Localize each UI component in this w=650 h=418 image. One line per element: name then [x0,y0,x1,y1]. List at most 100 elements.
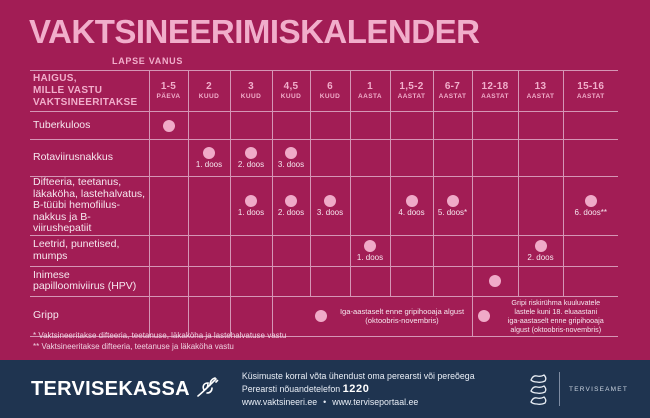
empty-cell [517,176,564,236]
empty-cell [309,139,351,177]
footnote-2: ** Vaktsineeritakse difteeria, teetanuse… [33,342,234,351]
empty-cell [389,111,434,140]
empty-cell [432,139,473,177]
table-row: Difteeria, teetanus, läkaköha, lastehalva… [30,176,618,236]
dose-label: 1. doos [237,207,265,217]
empty-cell [471,139,519,177]
empty-cell [349,111,391,140]
dose-dot [314,310,327,322]
footnotes: * Vaktsineeritakse difteeria, teetanuse,… [33,330,286,352]
flu-note-cell: Iga-aastaselt enne gripihooaja algust (ok… [271,295,473,337]
disease-name: Tuberkuloos [30,111,150,140]
age-column-header: 12-18 AASTAT [471,70,519,112]
empty-cell [349,139,391,177]
dose-dot [203,147,215,159]
age-axis-label: LAPSE VANUS [112,56,184,66]
empty-cell [517,111,564,140]
age-column-header: 1,5-2 AASTAT [389,70,434,112]
dose-label: 6. doos** [574,207,607,217]
dose-label: 4. doos [398,207,425,217]
link-terviseportaal: www.terviseportaal.ee [332,396,419,407]
dose-dot [364,239,376,252]
dose-dot [534,239,547,252]
empty-cell [148,265,189,297]
empty-cell [389,234,434,267]
vaccine-dose-cell: 1. doos [187,139,231,177]
empty-cell [309,111,351,140]
empty-cell [148,176,189,236]
vaccine-dose-cell: 1. doos [229,176,273,236]
footer-divider [559,372,561,406]
age-column-header: 1 AASTA [349,70,391,112]
flu-note-text: Gripi riskirühma kuuluvatele lastele kuni… [507,298,604,334]
dose-dot [245,147,257,159]
empty-cell [471,176,519,236]
empty-cell [271,234,311,267]
empty-cell [187,111,231,140]
tervisekassa-wordmark: TERVISEKASSA [31,377,190,400]
vaccine-dose-cell: 2. doos [229,139,273,177]
vaccine-dose-cell [148,111,189,140]
disease-name: Rotaviirusnakkus [30,139,150,177]
empty-cell [349,265,391,297]
vaccine-dose-cell: 3. doos [309,176,351,236]
page-title: VAKTSINEERIMISKALENDER [29,13,480,50]
vaccine-dose-cell: 6. doos** [562,176,618,236]
dose-dot [489,275,501,287]
empty-cell [309,234,351,267]
calendar-table: HAIGUS, MILLE VASTU VAKTSINEERITAKSE 1-5 PÄE… [30,70,618,337]
dose-label: 2. doos [277,207,305,217]
empty-cell [432,265,473,297]
dose-label: 2. doos [237,160,265,169]
age-column-header: 4,5 KUUD [271,70,311,112]
dose-label: 3. doos [316,207,344,217]
empty-cell [187,176,231,236]
empty-cell [309,265,351,297]
empty-cell [349,176,391,236]
age-column-header: 3 KUUD [229,70,273,112]
disease-name: Inimese papilloomiviirus (HPV) [30,265,150,297]
empty-cell [562,139,618,177]
phone-label: Perearsti nõuandetelefon [241,383,341,394]
empty-cell [432,111,473,140]
empty-cell [187,265,231,297]
link-separator-dot: • [323,396,327,407]
empty-cell [389,265,434,297]
disease-column-header: HAIGUS, MILLE VASTU VAKTSINEERITAKSE [30,70,150,112]
terviseamet-label: TERVISEAMET [569,385,628,393]
disease-name: Gripp [30,295,150,337]
empty-cell [229,234,273,267]
age-column-header: 1-5 PÄEVA [148,70,189,112]
dose-dot [584,194,597,207]
contact-line: Küsimuste korral võta ühendust oma perea… [241,370,475,381]
empty-cell [271,111,311,140]
empty-cell [517,139,564,177]
disease-name: Leetrid, punetised, mumps [30,234,150,267]
dose-dot [245,194,257,207]
flu-note-text: Iga-aastaselt enne gripihooaja algust (ok… [339,306,465,326]
dose-dot [285,194,297,207]
footnote-1: * Vaktsineeritakse difteeria, teetanuse,… [33,331,287,340]
phone-number: 1220 [342,382,370,395]
empty-cell [562,111,618,140]
empty-cell [148,139,189,177]
table-row: Leetrid, punetised, mumps 1. doos 2. doos [30,234,618,267]
vaccine-dose-cell: 2. doos [271,176,311,236]
empty-cell [432,234,473,267]
age-column-header: 2 KUUD [187,70,231,112]
empty-cell [517,265,564,297]
empty-cell [187,295,231,337]
age-column-header: 6 KUUD [309,70,351,112]
age-column-header: 6-7 AASTAT [432,70,473,112]
vaccine-dose-cell: 5. doos* [432,176,473,236]
sprig-icon [197,377,219,397]
empty-cell [187,234,231,267]
flu-note-cell: Gripi riskirühma kuuluvatele lastele kuni… [471,295,618,337]
terviseamet-logo: TERVISEAMET [528,372,628,406]
empty-cell [229,111,273,140]
vaccine-dose-cell: 1. doos [349,234,391,267]
empty-cell [562,265,618,297]
age-header-row: HAIGUS, MILLE VASTU VAKTSINEERITAKSE 1-5 PÄE… [30,70,618,112]
dose-label: 5. doos* [437,207,468,217]
